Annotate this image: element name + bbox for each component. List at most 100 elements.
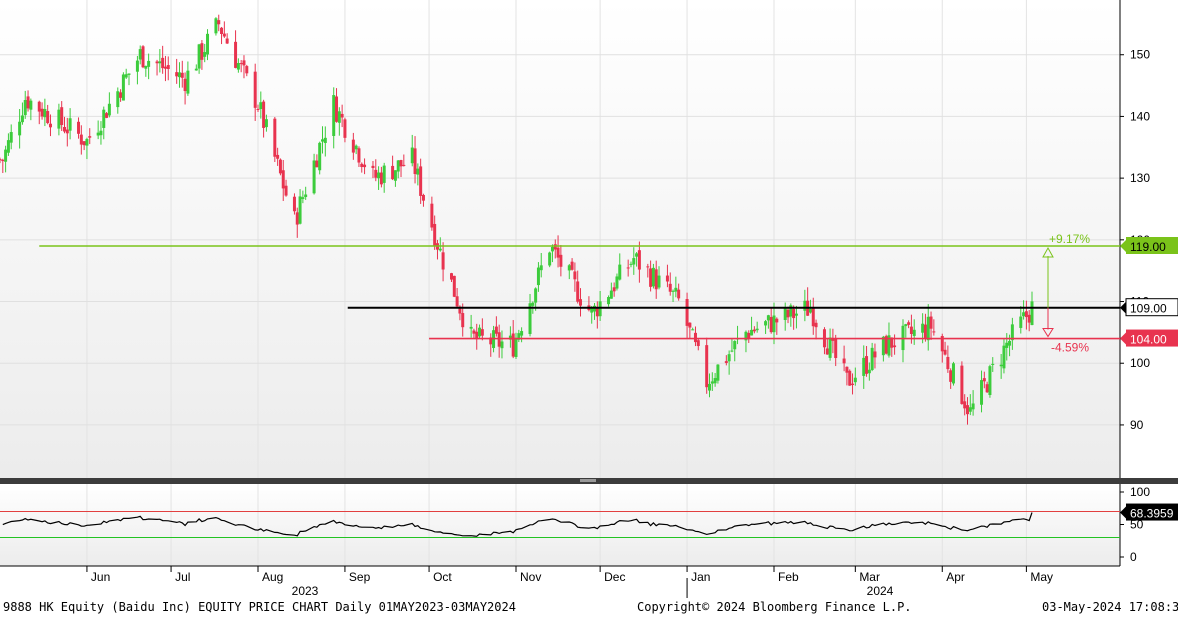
candle-body xyxy=(197,44,201,69)
candle-body xyxy=(632,258,636,265)
candle-body xyxy=(379,172,383,185)
candle-body xyxy=(1010,324,1014,341)
candle-body xyxy=(1030,301,1034,326)
candle-body xyxy=(253,71,257,108)
candle-body xyxy=(43,108,47,118)
candle-body xyxy=(626,267,630,269)
candle-body xyxy=(46,111,50,124)
candle-body xyxy=(769,317,773,333)
candle-body xyxy=(278,159,282,174)
candle-body xyxy=(971,403,975,410)
candle-body xyxy=(1008,341,1012,346)
candle-body xyxy=(315,160,319,168)
candle-body xyxy=(842,358,846,364)
candle-body xyxy=(548,252,552,266)
candle-body xyxy=(186,70,190,94)
candle-body xyxy=(497,332,501,347)
candle-body xyxy=(1019,316,1023,328)
candle-body xyxy=(433,223,437,247)
candle-body xyxy=(912,329,916,336)
candle-body xyxy=(825,348,829,355)
candle-body xyxy=(848,370,852,386)
candle-body xyxy=(396,160,400,172)
candle-body xyxy=(786,309,790,318)
candle-body xyxy=(295,212,299,225)
candle-body xyxy=(612,287,616,292)
candle-body xyxy=(881,336,885,356)
footer-timestamp: 03-May-2024 17:08:32 xyxy=(1042,600,1178,614)
candle-body xyxy=(550,246,554,252)
candle-body xyxy=(890,337,894,348)
candle-body xyxy=(85,138,89,146)
candle-body xyxy=(615,276,619,289)
candle-body xyxy=(982,378,986,382)
candle-body xyxy=(991,363,995,365)
candle-body xyxy=(318,142,322,171)
candle-body xyxy=(870,347,874,370)
candle-body xyxy=(651,267,655,287)
candle-body xyxy=(393,170,397,181)
candle-body xyxy=(1027,314,1031,323)
candle-body xyxy=(609,290,613,299)
price-label-text: 104.00 xyxy=(1130,333,1167,347)
candle-body xyxy=(124,74,128,78)
candle-body xyxy=(82,141,86,146)
candle-body xyxy=(921,323,925,333)
oscillator-line xyxy=(2,512,1033,537)
candle-body xyxy=(455,296,459,307)
upside-arrow-head xyxy=(1042,246,1054,258)
candle-body xyxy=(940,335,944,352)
candle-body xyxy=(668,283,672,292)
candle-body xyxy=(999,364,1003,367)
candle-body xyxy=(57,109,61,129)
candle-body xyxy=(618,264,622,280)
candle-body xyxy=(245,66,249,74)
candle-body xyxy=(4,149,8,162)
candle-body xyxy=(177,72,181,78)
candle-body xyxy=(304,194,308,198)
candle-body xyxy=(147,60,151,67)
candle-body xyxy=(828,337,832,358)
candle-body xyxy=(281,170,285,189)
candle-body xyxy=(340,113,344,118)
candle-body xyxy=(865,356,869,374)
candle-body xyxy=(1,159,5,162)
candle-body xyxy=(949,370,953,382)
candle-body xyxy=(946,356,950,370)
candle-body xyxy=(887,335,891,356)
candle-body xyxy=(783,307,787,320)
candle-body xyxy=(377,172,381,179)
candles-group xyxy=(0,14,1034,425)
candle-body xyxy=(399,160,403,167)
upside-pct-label: +9.17% xyxy=(1049,232,1090,246)
candle-body xyxy=(772,315,776,333)
candle-body xyxy=(264,119,268,128)
candle-body xyxy=(553,244,557,250)
candle-body xyxy=(239,63,243,65)
candle-body xyxy=(135,60,139,72)
candle-body xyxy=(494,326,498,334)
candle-body xyxy=(531,302,535,306)
candle-body xyxy=(708,383,711,391)
candle-body xyxy=(88,136,92,138)
candle-body xyxy=(514,337,518,357)
candle-body xyxy=(256,108,260,110)
candle-body xyxy=(696,340,700,347)
candle-body xyxy=(671,290,675,292)
candle-body xyxy=(298,196,302,224)
candle-body xyxy=(20,115,24,123)
candle-body xyxy=(923,324,927,338)
y-tick-label: 130 xyxy=(1130,171,1150,185)
candle-body xyxy=(65,129,69,134)
candle-body xyxy=(733,341,737,350)
candle-body xyxy=(528,303,532,334)
candle-body xyxy=(119,92,123,98)
candle-body xyxy=(127,73,131,75)
candle-body xyxy=(511,333,515,357)
candle-body xyxy=(893,345,897,348)
candle-body xyxy=(570,261,574,270)
candle-body xyxy=(1024,311,1028,318)
candle-body xyxy=(301,197,305,199)
candle-body xyxy=(556,247,560,258)
candle-body xyxy=(161,57,165,69)
